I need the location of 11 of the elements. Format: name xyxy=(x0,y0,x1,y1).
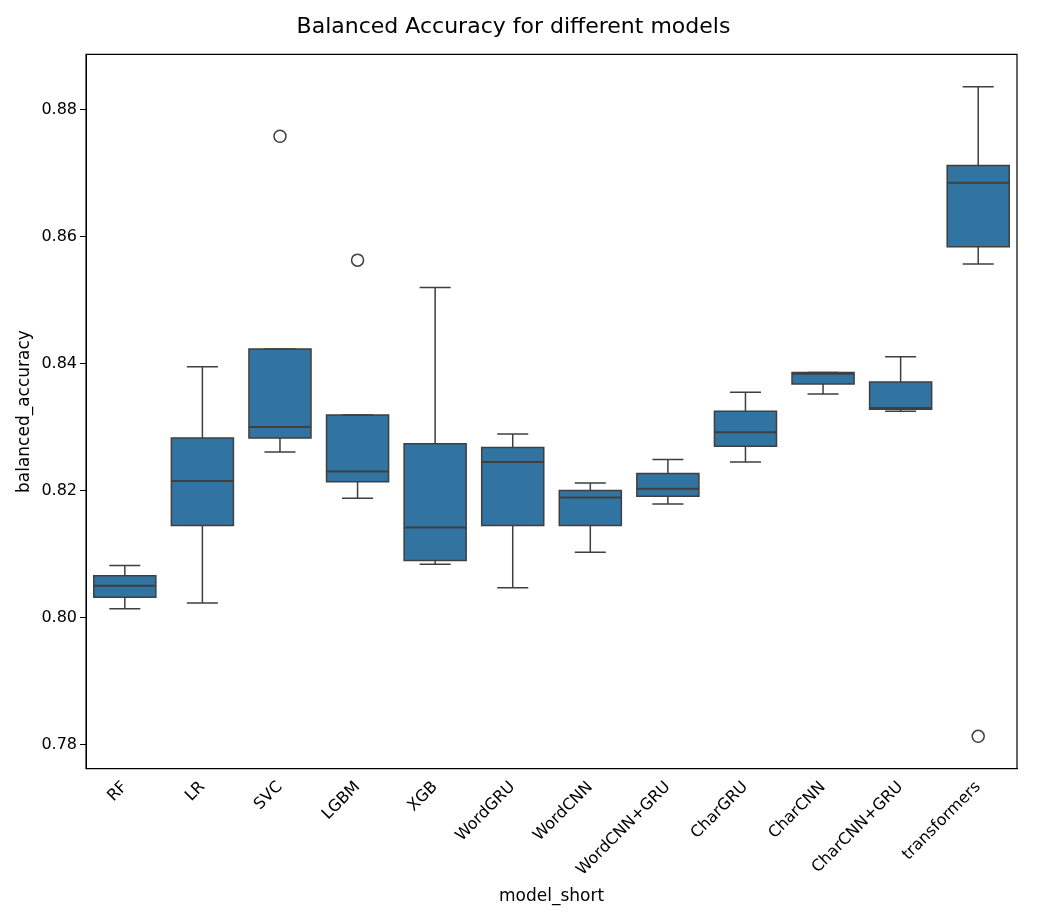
y-tick-label: 0.86 xyxy=(41,225,78,245)
y-tick-label: 0.82 xyxy=(41,479,78,499)
x-tick-label: RF xyxy=(102,776,131,805)
y-tick-label: 0.78 xyxy=(41,733,78,753)
x-tick-label: LR xyxy=(180,776,209,805)
chart-title: Balanced Accuracy for different models xyxy=(296,12,731,38)
y-tick-label: 0.84 xyxy=(41,352,78,372)
y-tick-label: 0.88 xyxy=(41,98,78,118)
x-axis-title: model_short xyxy=(498,885,605,907)
y-axis-title: balanced_accuracy xyxy=(12,330,34,494)
y-tick-label: 0.80 xyxy=(41,606,78,626)
